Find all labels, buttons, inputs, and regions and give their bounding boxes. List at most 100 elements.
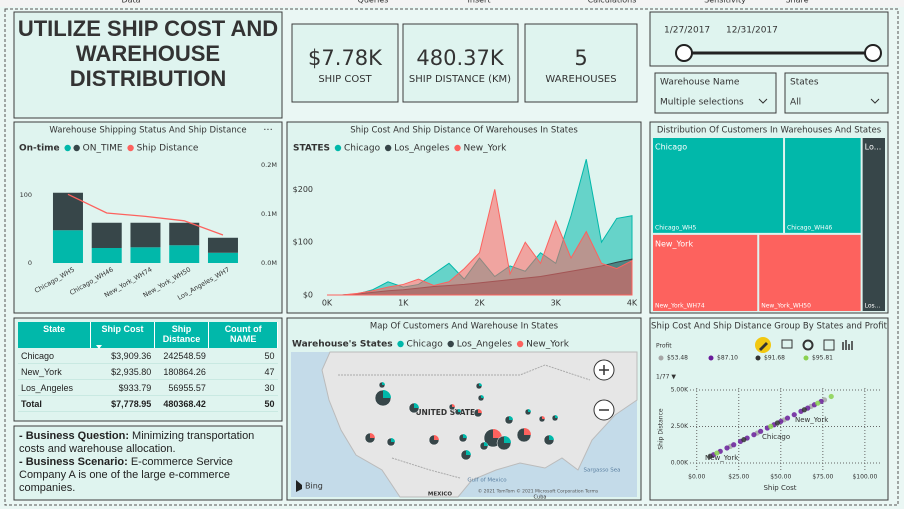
ribbon-tab: Share — [785, 0, 808, 5]
y2-tick-label: 0.2M — [261, 161, 277, 169]
y-tick-label: 2.50K — [671, 423, 689, 430]
legend-marker — [755, 355, 761, 361]
table-cell: 480368.42 — [154, 395, 209, 412]
x-tick-label: 1K — [398, 299, 409, 308]
slider-handle[interactable] — [675, 44, 693, 62]
legend-marker — [447, 340, 454, 348]
x-tick-label: 2K — [474, 299, 485, 308]
ribbon-bar — [0, 0, 904, 7]
ribbon-tab: Calculations — [588, 0, 637, 5]
treemap-cell — [784, 137, 862, 234]
legend-marker — [516, 340, 524, 348]
table-cell: $933.79 — [90, 379, 155, 396]
treemap-cell — [652, 137, 785, 234]
title-panel — [13, 11, 283, 119]
treemap-leaf-label: Chicago_WH46 — [787, 224, 832, 231]
ribbon-tab: Queries — [358, 0, 389, 5]
kpi-label: SHIP DISTANCE (KM) — [409, 74, 511, 85]
page-border — [4, 8, 899, 506]
dropdown-value: Multiple selections — [660, 98, 744, 108]
map-bubble-slice — [370, 433, 375, 438]
kpi-card — [291, 23, 399, 103]
scatter-point — [815, 400, 821, 406]
notes: - Business Question: Minimizing transport… — [19, 430, 277, 495]
map-copyright: © 2021 TomTom © 2021 Microsoft Corporati… — [478, 488, 599, 495]
bar — [207, 252, 238, 263]
legend-title: Profit — [656, 343, 672, 350]
map-provider: Bing — [305, 482, 323, 491]
comment-icon[interactable] — [781, 339, 793, 349]
chevron-icon — [758, 98, 768, 104]
y2-tick-label: 0.0M — [261, 259, 277, 267]
note: - Business Scenario: E-commerce Service C… — [19, 456, 277, 495]
scatter-point — [714, 450, 720, 456]
x-tick-label: $50.00 — [770, 474, 791, 481]
bar — [52, 192, 83, 231]
filter-label: Warehouse Name — [660, 78, 740, 88]
x-tick-label: $100.00 — [852, 474, 877, 481]
slider-handle[interactable] — [864, 44, 882, 62]
map-bubble-slice — [549, 435, 554, 440]
scatter-point — [751, 432, 757, 438]
map-bubble-slice — [382, 382, 385, 385]
map-label: Cuba — [534, 495, 547, 501]
map-bubble-slice — [414, 403, 419, 408]
kpi-label: SHIP COST — [318, 74, 372, 85]
note-label: - Business Scenario: — [19, 456, 128, 468]
scatter-point — [758, 428, 764, 434]
settings-icon[interactable] — [802, 339, 814, 351]
table-cell: 30 — [208, 379, 278, 396]
map-bubble-slice — [542, 416, 545, 419]
dropdown[interactable] — [657, 92, 774, 110]
map-bubble-slice — [484, 442, 488, 446]
legend-title: Warehouse's States — [292, 340, 393, 350]
map-bubble-slice — [504, 436, 511, 443]
note-label: - Business Question: — [19, 430, 130, 442]
table-row: Chicago $3,909.36 242548.59 50 — [18, 348, 278, 364]
column-header[interactable]: Ship Cost — [90, 322, 155, 349]
notes-panel — [13, 425, 283, 501]
x-tick-label: 3K — [551, 299, 562, 308]
y-tick-label: $0 — [303, 291, 313, 300]
dashboard-title: UTILIZE SHIP COST AND WAREHOUSE DISTRIBU… — [17, 16, 279, 91]
scatter-point — [741, 437, 747, 443]
treemap-cell — [652, 233, 759, 313]
y-tick-label: $200 — [293, 185, 313, 194]
ribbon-tab: Insert — [468, 0, 491, 5]
legend-more[interactable]: 1/77 ▼ — [656, 374, 676, 381]
map-bubble-slice — [479, 383, 482, 386]
table-row: New_York $2,935.80 180864.26 47 — [18, 363, 278, 380]
legend-label: Chicago — [344, 144, 381, 154]
dropdown[interactable] — [787, 92, 886, 110]
map-border — [338, 364, 591, 479]
table-cell: 50 — [208, 395, 278, 412]
y2-tick-label: 0.1M — [261, 210, 277, 218]
area — [327, 189, 633, 296]
treemap-leaf-label: Los... — [865, 303, 881, 310]
grid-icon[interactable] — [823, 339, 835, 351]
more-options-icon[interactable]: ··· — [263, 125, 273, 136]
legend-label: New_York — [464, 144, 508, 154]
map-bubble-slice — [493, 429, 502, 438]
bars-icon[interactable] — [842, 340, 853, 350]
kpi-value: $7.78K — [308, 46, 383, 70]
legend-label: Los_Angeles — [457, 340, 513, 350]
legend-label: New_York — [526, 340, 570, 350]
scatter-point — [801, 407, 807, 413]
table-cell: 242548.59 — [154, 348, 209, 364]
line — [67, 193, 224, 236]
column-header: State — [18, 322, 92, 348]
bar — [169, 245, 200, 263]
map-bubble-slice — [383, 390, 391, 398]
treemap-leaf-label: New_York_WH50 — [761, 303, 811, 310]
bing-logo — [296, 480, 302, 492]
table-cell: New_York — [18, 363, 91, 380]
kpi-card — [524, 23, 638, 103]
note: - Business Question: Minimizing transport… — [19, 430, 277, 456]
sort-icon[interactable] — [96, 345, 103, 349]
total-row: Total $7,778.95 480368.42 50 — [18, 395, 278, 412]
legend-title: On-time — [19, 144, 60, 154]
x-tick-label: 4K — [627, 299, 638, 308]
legend-marker — [334, 144, 342, 152]
bar — [130, 222, 161, 248]
